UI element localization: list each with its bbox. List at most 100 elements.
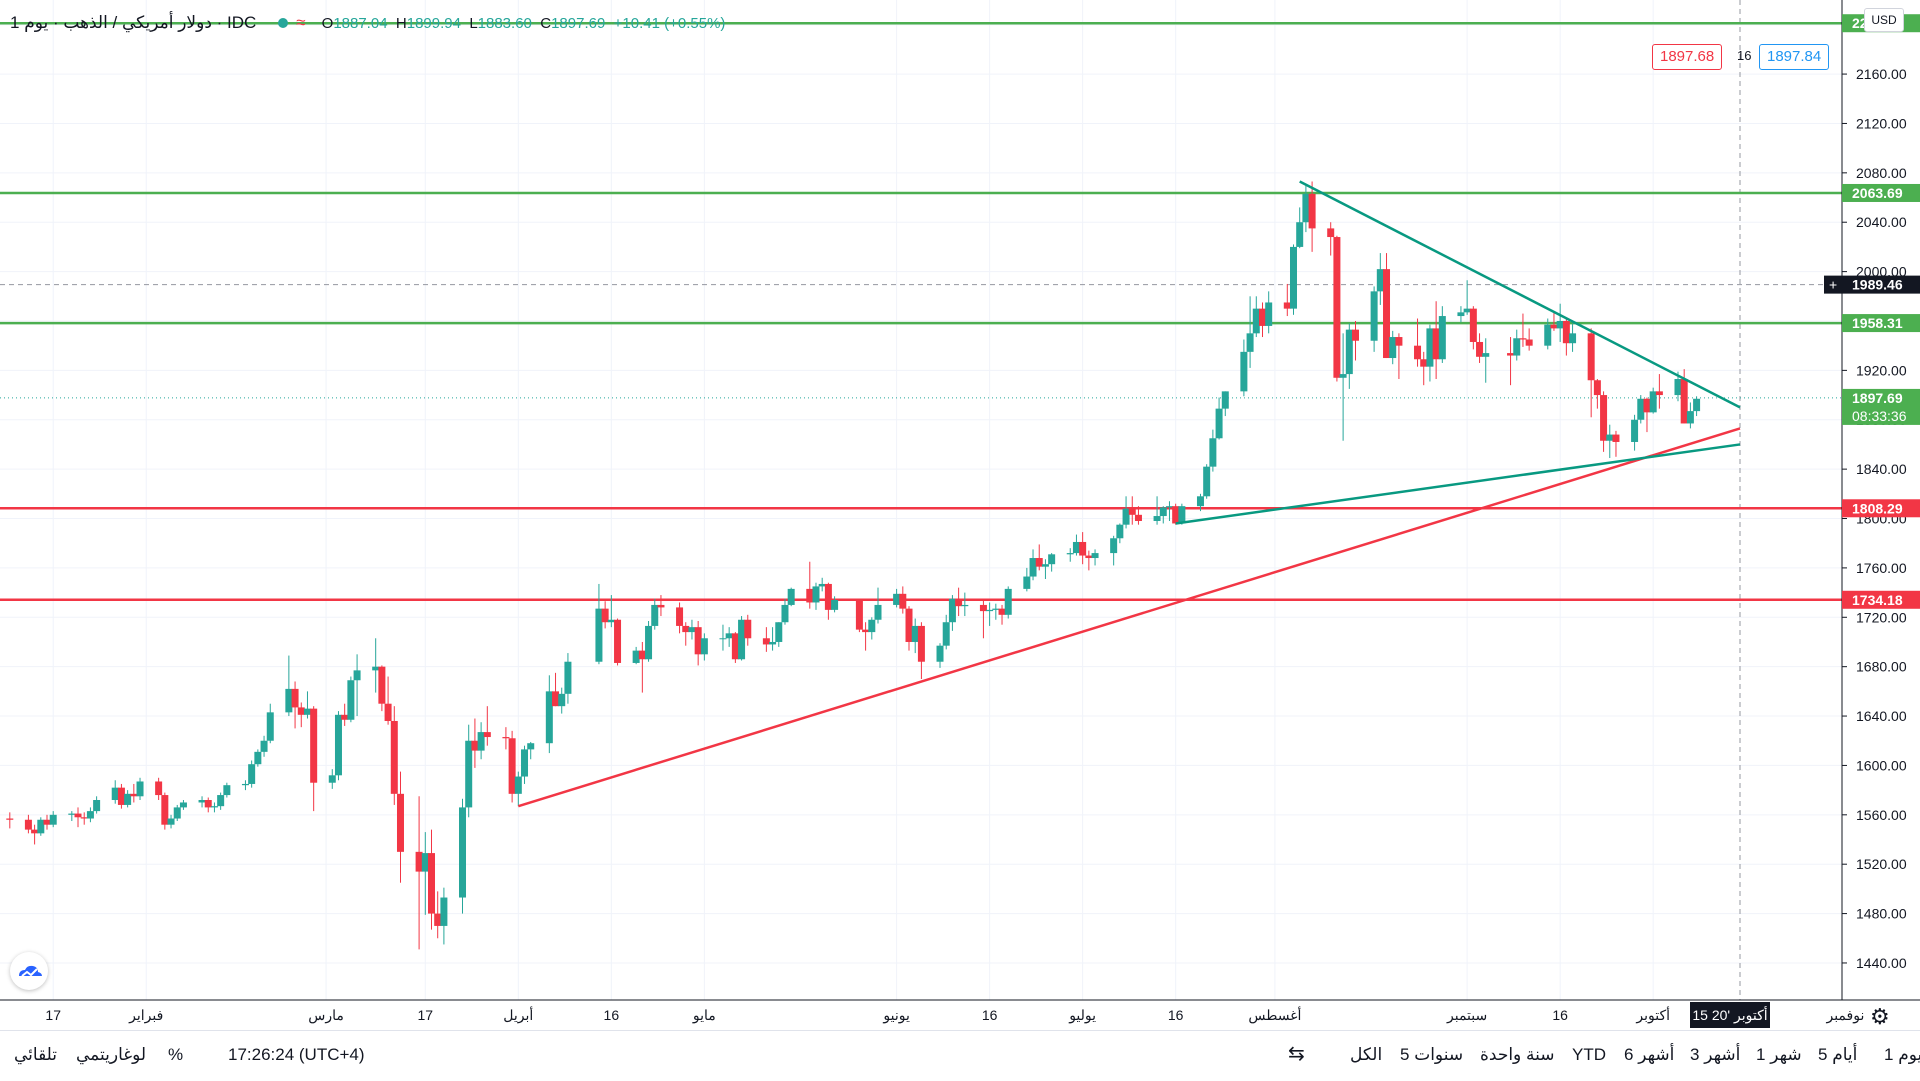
candle-body xyxy=(198,800,206,803)
candle-body xyxy=(682,625,690,633)
range-5d[interactable]: أيام 5 xyxy=(1818,1045,1858,1064)
candle-body xyxy=(1178,506,1186,524)
candle-body xyxy=(1593,380,1601,396)
candle-body xyxy=(1587,333,1595,381)
y-tick-label: 1680.00 xyxy=(1856,659,1907,675)
x-tick-label: أبريل xyxy=(503,1005,533,1024)
percent-scale-button[interactable]: % xyxy=(168,1045,184,1064)
x-tick-label: مارس xyxy=(308,1007,344,1024)
candle-body xyxy=(514,776,522,794)
x-tick-label: 17 xyxy=(45,1007,61,1023)
candle-body xyxy=(564,661,572,694)
symbol-legend: دولار أمريكي / الذهب · يوم 1 · IDC ≈ O18… xyxy=(10,10,725,36)
candle-body xyxy=(1420,359,1428,367)
candle-body xyxy=(1457,312,1465,317)
candle-body xyxy=(37,819,45,834)
candle-body xyxy=(979,604,987,612)
candle-body xyxy=(1370,291,1378,341)
candle-body xyxy=(1469,308,1477,342)
candle-body xyxy=(545,691,553,744)
series-visibility-icon[interactable]: ≈ xyxy=(296,13,306,32)
candle-body xyxy=(812,586,820,603)
candle-body xyxy=(552,691,560,707)
go-to-date-icon[interactable]: ⇆ xyxy=(1288,1043,1305,1065)
candle-body xyxy=(434,913,442,926)
x-tick-label: مايو xyxy=(692,1007,716,1024)
candle-body xyxy=(1209,438,1217,467)
auto-scale-button[interactable]: تلقائي xyxy=(14,1045,58,1064)
horizontal-levels[interactable] xyxy=(0,21,1842,602)
level-label-1958.31: 1958.31 xyxy=(1852,315,1903,331)
trend-line-2 xyxy=(1175,443,1741,525)
range-6m[interactable]: أشهر 6 xyxy=(1624,1045,1675,1064)
candle-body xyxy=(1265,302,1273,326)
currency-button[interactable]: USD xyxy=(1864,8,1904,32)
log-scale-button[interactable]: لوغاريتمي xyxy=(76,1045,147,1064)
candle-body xyxy=(1165,506,1173,508)
level-label-1808.29-box xyxy=(1842,499,1920,518)
candle-body xyxy=(868,619,876,633)
candle-body xyxy=(167,818,175,825)
y-tick-label: 2120.00 xyxy=(1856,115,1907,131)
candle-body xyxy=(31,829,39,834)
level-label-1958.31-box xyxy=(1842,314,1920,333)
axes: 1440.00 1480.00 1520.00 1560.00 1600.00 1640.… xyxy=(0,0,1920,1024)
trend-lines[interactable] xyxy=(517,180,1741,808)
chart-settings-gear-icon[interactable]: ⚙ xyxy=(1870,1004,1890,1029)
candle-body xyxy=(459,807,467,898)
candle-body xyxy=(1283,302,1291,309)
timezone-clock[interactable]: 17:26:24 (UTC+4) xyxy=(228,1045,365,1064)
x-tick-label: 16 xyxy=(1168,1007,1184,1023)
candle-body xyxy=(285,688,293,713)
candle-body xyxy=(905,608,913,642)
candle-body xyxy=(86,811,94,819)
sell-price-button[interactable]: 1897.68 xyxy=(1652,44,1723,70)
candle-body xyxy=(1556,320,1564,329)
candle-body xyxy=(1085,555,1093,559)
candle-body xyxy=(266,712,274,741)
candle-body xyxy=(1432,328,1440,360)
candle-body xyxy=(632,650,640,663)
candle-body xyxy=(694,627,702,655)
y-tick-label: 2040.00 xyxy=(1856,214,1907,230)
range-1y[interactable]: سنة واحدة xyxy=(1480,1045,1555,1064)
candle-body xyxy=(1302,193,1310,223)
level-label-2063.69: 2063.69 xyxy=(1852,185,1903,201)
candle-body xyxy=(254,751,262,765)
symbol-title[interactable]: دولار أمريكي / الذهب · يوم 1 · IDC xyxy=(10,13,257,32)
range-5y[interactable]: سنوات 5 xyxy=(1400,1045,1464,1064)
level-label-1734.18-box xyxy=(1842,590,1920,609)
range-3m[interactable]: أشهر 3 xyxy=(1690,1045,1741,1064)
candle-body xyxy=(1196,496,1204,507)
candle-body xyxy=(1482,353,1490,357)
range-all[interactable]: الكل xyxy=(1350,1045,1383,1064)
candle-body xyxy=(1110,538,1118,554)
tradingview-logo-icon[interactable] xyxy=(10,952,48,990)
candle-body xyxy=(130,793,138,797)
candle-body xyxy=(899,593,907,609)
candle-body xyxy=(117,787,125,805)
candle-body xyxy=(310,708,318,783)
candle-body xyxy=(1079,541,1087,556)
buy-price-button[interactable]: 1897.84 xyxy=(1759,44,1830,70)
candle-body xyxy=(1383,269,1391,359)
candle-body xyxy=(353,670,361,681)
candle-body xyxy=(1606,434,1614,441)
range-ytd[interactable]: YTD xyxy=(1572,1045,1606,1064)
range-1d[interactable]: يوم 1 xyxy=(1884,1045,1920,1064)
candle-body xyxy=(824,583,832,610)
grid xyxy=(0,0,1846,1000)
candle-body xyxy=(614,619,622,663)
candle-body xyxy=(1159,507,1167,517)
range-1m[interactable]: شهر 1 xyxy=(1756,1045,1802,1064)
candle-body xyxy=(477,732,485,751)
candle-body xyxy=(74,813,82,818)
candle-body xyxy=(1686,411,1694,424)
trend-line-1 xyxy=(1299,180,1741,409)
candle-body xyxy=(1345,329,1353,375)
candle-body xyxy=(1513,338,1521,356)
candle-body xyxy=(1463,308,1471,313)
candle-body xyxy=(378,666,386,704)
